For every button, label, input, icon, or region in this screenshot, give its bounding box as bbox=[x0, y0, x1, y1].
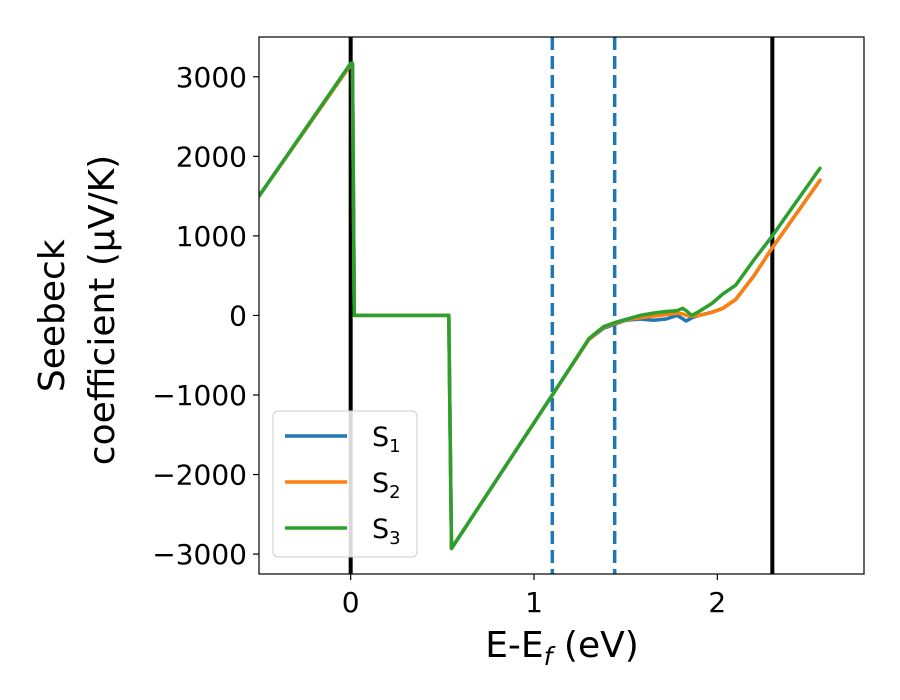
x-tick-label-0: 0 bbox=[342, 586, 360, 619]
y-axis-ticks: 3000 2000 1000 0 −1000 −2000 −3000 bbox=[152, 61, 259, 571]
y-tick-label-1: 2000 bbox=[176, 140, 247, 173]
x-tick-label-2: 2 bbox=[708, 586, 726, 619]
y-tick-label-5: −2000 bbox=[152, 459, 247, 492]
data-series bbox=[259, 61, 822, 551]
x-axis-label-main: E-E bbox=[485, 625, 543, 666]
x-axis-label: E-Ef (eV) bbox=[485, 625, 639, 671]
legend-label-s1: S1 bbox=[372, 422, 401, 457]
y-tick-label-6: −3000 bbox=[152, 538, 247, 571]
legend: S1 S2 S3 bbox=[272, 410, 418, 558]
x-axis-ticks: 0 1 2 bbox=[342, 574, 726, 619]
plot-frame bbox=[258, 36, 865, 575]
legend-label-s3: S3 bbox=[372, 514, 401, 549]
y-axis-label: Seebeck coefficient (μV/K) bbox=[32, 155, 123, 465]
legend-label-s2: S2 bbox=[372, 468, 401, 503]
x-tick-label-1: 1 bbox=[525, 586, 543, 619]
y-tick-label-3: 0 bbox=[229, 299, 247, 332]
y-tick-label-4: −1000 bbox=[152, 379, 247, 412]
y-axis-label-line1: Seebeck bbox=[32, 239, 73, 392]
y-tick-label-0: 3000 bbox=[176, 61, 247, 94]
y-axis-label-line2: coefficient (μV/K) bbox=[82, 155, 123, 465]
legend-box bbox=[272, 410, 418, 558]
series-line-s3 bbox=[259, 61, 822, 551]
x-axis-label-unit: (eV) bbox=[552, 625, 638, 666]
y-tick-label-2: 1000 bbox=[176, 220, 247, 253]
